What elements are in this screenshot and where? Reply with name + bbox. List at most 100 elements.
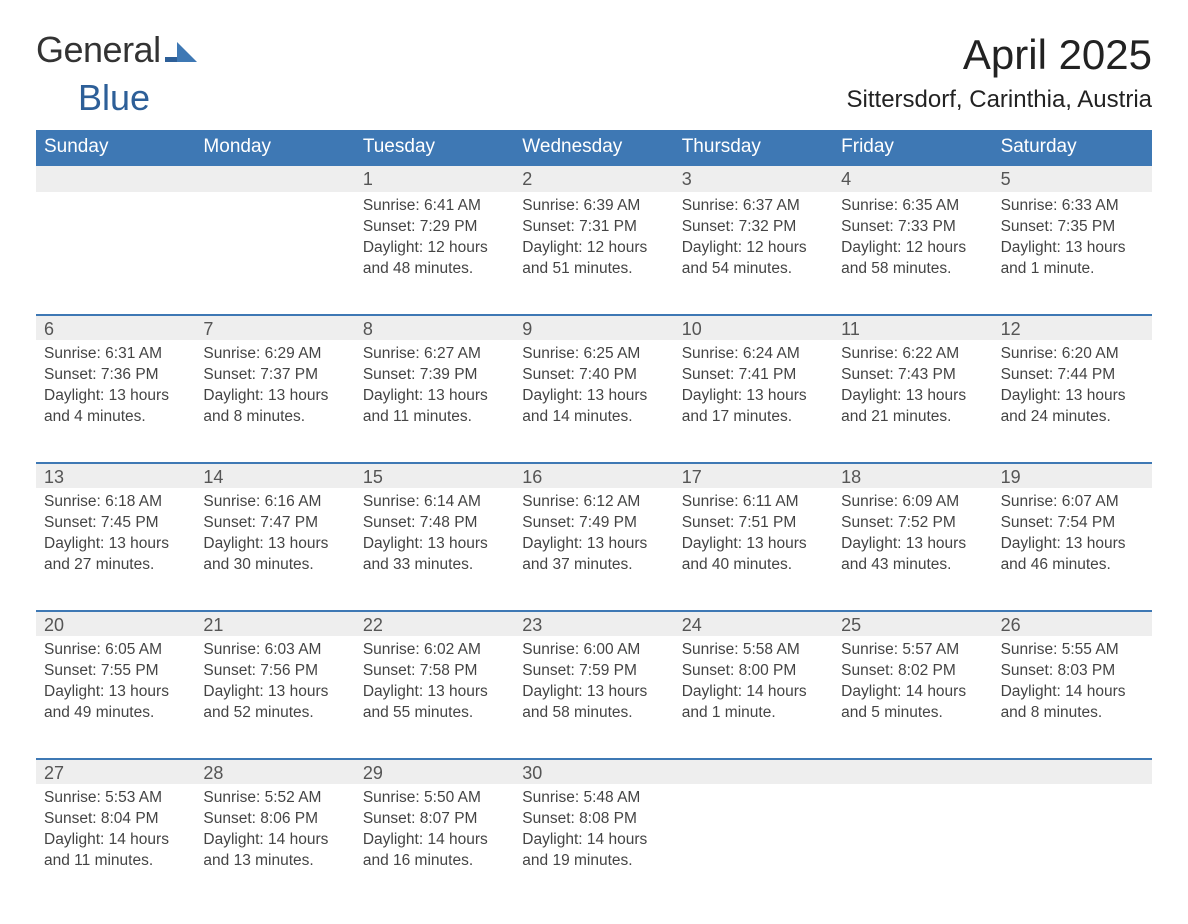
day-cell: Sunrise: 6:20 AMSunset: 7:44 PMDaylight:… (993, 340, 1152, 440)
brand-word-1: General (36, 32, 161, 68)
sunset-label: Sunset: (203, 514, 260, 531)
sunset-value: 7:35 PM (1057, 218, 1115, 235)
daylight2-value: and 33 minutes. (363, 556, 473, 573)
sunrise-line: Sunrise: 6:12 AM (522, 492, 665, 513)
daylight2-value: and 11 minutes. (44, 852, 153, 869)
day-number-empty (674, 758, 833, 784)
daylight1-value: 14 hours (268, 831, 328, 848)
daylight1-label: Daylight: (522, 387, 587, 404)
sunrise-line: Sunrise: 6:16 AM (203, 492, 346, 513)
daylight2-value: and 55 minutes. (363, 704, 473, 721)
sunset-value: 7:37 PM (260, 366, 318, 383)
daylight1-value: 12 hours (587, 239, 647, 256)
daylight1-line: Daylight: 13 hours (522, 682, 665, 703)
dow-sunday: Sunday (36, 130, 195, 166)
sunset-label: Sunset: (682, 218, 739, 235)
daylight2-value: and 40 minutes. (682, 556, 792, 573)
daylight2-value: and 1 minute. (1001, 260, 1095, 277)
sunrise-label: Sunrise: (44, 345, 105, 362)
daylight1-line: Daylight: 14 hours (522, 830, 665, 851)
daylight1-label: Daylight: (363, 387, 428, 404)
week-row: 27282930Sunrise: 5:53 AMSunset: 8:04 PMD… (36, 758, 1152, 884)
sunset-label: Sunset: (522, 366, 579, 383)
sunrise-line: Sunrise: 6:31 AM (44, 344, 187, 365)
sunset-label: Sunset: (44, 810, 101, 827)
daylight1-value: 13 hours (587, 683, 647, 700)
daylight2-line: and 17 minutes. (682, 407, 825, 428)
day-number: 8 (355, 314, 514, 340)
daylight1-value: 13 hours (109, 387, 169, 404)
daylight2-line: and 11 minutes. (363, 407, 506, 428)
day-number: 30 (514, 758, 673, 784)
sunrise-line: Sunrise: 6:07 AM (1001, 492, 1144, 513)
daylight2-value: and 16 minutes. (363, 852, 473, 869)
daylight2-line: and 13 minutes. (203, 851, 346, 872)
daylight1-value: 14 hours (906, 683, 966, 700)
daylight2-value: and 19 minutes. (522, 852, 632, 869)
day-number: 20 (36, 610, 195, 636)
sunset-line: Sunset: 7:51 PM (682, 513, 825, 534)
daylight2-line: and 5 minutes. (841, 703, 984, 724)
day-cell: Sunrise: 5:55 AMSunset: 8:03 PMDaylight:… (993, 636, 1152, 736)
sunset-value: 8:06 PM (260, 810, 318, 827)
daylight1-label: Daylight: (363, 683, 428, 700)
daylight1-line: Daylight: 13 hours (203, 682, 346, 703)
sunrise-value: 6:25 AM (583, 345, 640, 362)
sunset-line: Sunset: 8:00 PM (682, 661, 825, 682)
day-cell: Sunrise: 5:48 AMSunset: 8:08 PMDaylight:… (514, 784, 673, 884)
day-cell: Sunrise: 6:22 AMSunset: 7:43 PMDaylight:… (833, 340, 992, 440)
day-number: 9 (514, 314, 673, 340)
day-number: 26 (993, 610, 1152, 636)
sunrise-value: 5:50 AM (424, 789, 481, 806)
sunrise-label: Sunrise: (682, 641, 743, 658)
sunrise-value: 6:29 AM (265, 345, 322, 362)
brand-word-2: Blue (78, 80, 150, 116)
day-number: 13 (36, 462, 195, 488)
sunrise-label: Sunrise: (363, 345, 424, 362)
sunset-value: 8:03 PM (1057, 662, 1115, 679)
dow-thursday: Thursday (674, 130, 833, 166)
month-title: April 2025 (847, 32, 1152, 78)
sunrise-label: Sunrise: (363, 197, 424, 214)
day-cell-empty (195, 192, 354, 292)
daylight2-line: and 52 minutes. (203, 703, 346, 724)
day-cell: Sunrise: 6:25 AMSunset: 7:40 PMDaylight:… (514, 340, 673, 440)
calendar-page: General April 2025 Sittersdorf, Carinthi… (0, 0, 1188, 924)
sunset-value: 7:31 PM (579, 218, 637, 235)
daylight2-line: and 1 minute. (682, 703, 825, 724)
sunrise-label: Sunrise: (522, 641, 583, 658)
daylight1-label: Daylight: (44, 683, 109, 700)
sunrise-value: 5:53 AM (105, 789, 162, 806)
sunrise-line: Sunrise: 6:27 AM (363, 344, 506, 365)
sunset-line: Sunset: 8:08 PM (522, 809, 665, 830)
day-number: 28 (195, 758, 354, 784)
week-row: 13141516171819Sunrise: 6:18 AMSunset: 7:… (36, 462, 1152, 588)
sunrise-line: Sunrise: 6:20 AM (1001, 344, 1144, 365)
day-number: 18 (833, 462, 992, 488)
daylight2-value: and 52 minutes. (203, 704, 313, 721)
daylight2-line: and 27 minutes. (44, 555, 187, 576)
daylight1-label: Daylight: (682, 535, 747, 552)
sunset-value: 8:04 PM (101, 810, 159, 827)
day-number: 1 (355, 166, 514, 192)
daylight1-line: Daylight: 14 hours (203, 830, 346, 851)
sunset-line: Sunset: 7:35 PM (1001, 217, 1144, 238)
sunrise-label: Sunrise: (841, 197, 902, 214)
daylight2-line: and 33 minutes. (363, 555, 506, 576)
day-cell: Sunrise: 6:12 AMSunset: 7:49 PMDaylight:… (514, 488, 673, 588)
sunset-value: 7:49 PM (579, 514, 637, 531)
daylight2-value: and 51 minutes. (522, 260, 632, 277)
daylight1-label: Daylight: (1001, 387, 1066, 404)
daylight2-line: and 1 minute. (1001, 259, 1144, 280)
sunset-value: 8:07 PM (420, 810, 478, 827)
day-cell: Sunrise: 5:58 AMSunset: 8:00 PMDaylight:… (674, 636, 833, 736)
daylight2-value: and 21 minutes. (841, 408, 951, 425)
sunrise-label: Sunrise: (841, 641, 902, 658)
sunset-line: Sunset: 8:03 PM (1001, 661, 1144, 682)
day-of-week-header: Sunday Monday Tuesday Wednesday Thursday… (36, 130, 1152, 166)
daylight1-value: 13 hours (109, 535, 169, 552)
sunrise-line: Sunrise: 6:18 AM (44, 492, 187, 513)
sunrise-line: Sunrise: 6:24 AM (682, 344, 825, 365)
day-cell: Sunrise: 6:33 AMSunset: 7:35 PMDaylight:… (993, 192, 1152, 292)
sunset-label: Sunset: (841, 662, 898, 679)
